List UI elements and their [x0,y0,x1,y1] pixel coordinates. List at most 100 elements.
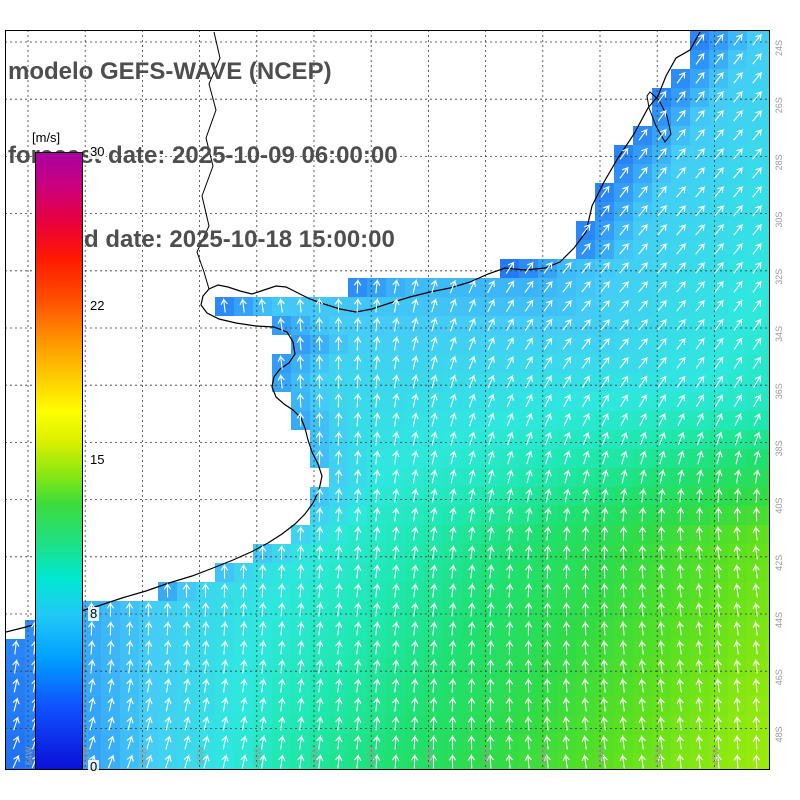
wind-arrow [733,337,743,350]
wind-arrow [733,280,744,293]
wind-arrow [145,696,153,712]
wind-arrow [677,450,685,465]
wind-arrow [240,696,248,712]
field-cell [766,392,770,411]
wind-arrow [487,469,495,484]
wind-arrow [145,735,153,750]
wind-arrow [752,72,763,84]
wind-arrow [391,753,400,769]
wind-arrow [638,696,646,712]
wind-arrow [657,506,666,522]
wind-arrow [638,185,649,198]
wind-arrow [353,316,362,332]
wind-arrow [202,677,210,693]
wind-arrow [600,582,609,598]
wind-arrow [733,299,744,312]
wind-arrow [638,262,649,274]
wind-arrow [392,658,400,674]
wind-arrow [335,696,343,712]
wind-arrow [449,658,457,674]
wind-arrow [524,658,533,674]
wind-arrow [505,261,515,274]
wind-arrow [619,677,627,693]
wind-arrow [392,601,400,617]
field-cell [766,88,770,107]
field-cell [766,221,770,240]
wind-arrow [676,658,684,674]
wind-arrow [525,431,533,446]
wind-arrow [354,373,362,389]
field-cell [766,335,770,354]
wind-arrow [449,601,457,617]
wind-arrow [562,620,571,636]
wind-arrow [695,33,705,46]
wind-arrow [695,109,706,122]
wind-arrow [334,297,343,313]
wind-arrow [695,299,706,312]
wind-arrow [467,753,476,769]
field-cell [766,297,770,316]
wind-arrow [335,677,343,693]
wind-arrow [449,563,457,579]
wind-arrow [677,468,685,484]
lon-label: 62W [81,746,91,765]
wind-arrow [543,753,551,769]
wind-arrow [430,506,438,522]
wind-arrow [487,525,495,541]
wind-arrow [581,696,589,712]
wind-arrow [202,716,210,731]
field-cell [766,544,770,563]
wind-arrow [202,639,210,655]
wind-arrow [581,544,590,560]
wind-arrow [563,487,571,503]
lat-label: 32S [774,269,784,285]
wind-arrow [506,355,514,370]
wind-arrow [430,412,438,427]
wind-arrow [695,167,706,179]
field-cell [766,354,770,373]
wind-arrow [715,431,723,446]
wind-arrow [562,582,571,598]
wind-arrow [430,582,438,598]
wind-arrow [619,356,630,369]
wind-arrow [354,582,362,598]
wind-arrow [449,506,457,522]
wind-arrow [695,262,706,274]
wind-arrow [714,224,725,236]
lon-label: 56W [253,746,263,765]
wind-arrow [126,735,134,750]
wind-arrow [468,506,476,522]
field-cell [766,164,770,183]
wind-arrow [505,696,514,712]
wind-arrow [430,468,438,484]
wind-arrow [657,639,665,655]
wind-arrow [657,337,668,350]
wind-arrow [524,280,535,293]
wind-arrow [695,52,706,65]
wind-arrow [563,393,572,408]
wind-arrow [353,335,362,351]
wind-arrow [695,658,703,674]
wind-arrow [240,715,248,731]
wind-arrow [240,639,248,655]
wind-arrow [373,468,381,484]
wind-arrow [468,450,476,465]
wind-arrow [126,639,134,655]
wind-arrow [125,601,134,617]
lon-label: 40W [710,746,720,765]
wind-arrow [657,677,665,693]
wind-arrow [581,356,591,369]
wind-arrow [562,356,572,369]
wind-arrow [752,356,762,369]
wind-arrow [411,373,419,389]
wind-arrow [752,167,763,179]
wind-arrow [297,639,305,655]
wind-arrow [506,563,514,579]
wind-arrow [449,336,457,351]
wind-arrow [525,356,534,370]
wind-arrow [107,735,115,750]
wind-arrow [752,658,760,674]
wind-arrow [753,431,761,446]
wind-arrow [468,279,476,294]
wind-arrow [240,734,248,750]
